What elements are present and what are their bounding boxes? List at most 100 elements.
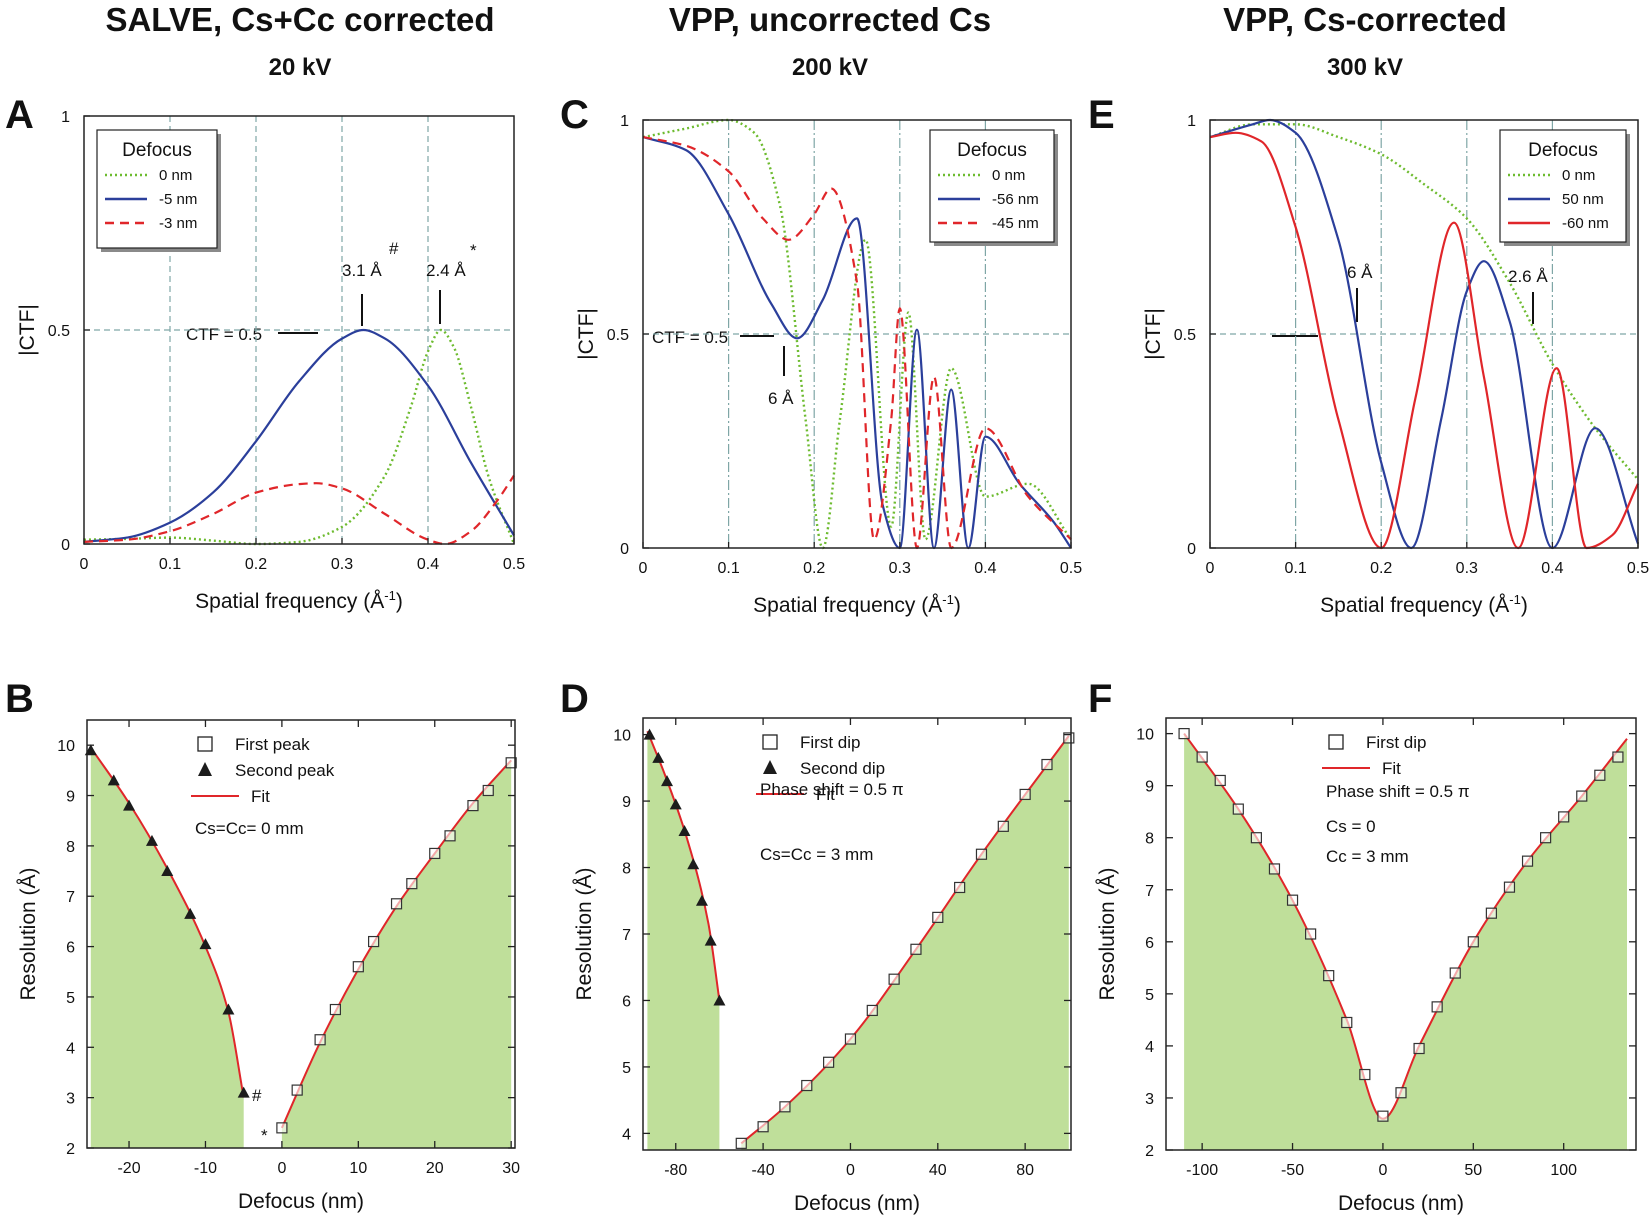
- ctf-half-label-a: CTF = 0.5: [186, 325, 262, 344]
- parameter-note-0: Cs=Cc= 0 mm: [195, 819, 304, 838]
- legend-label-0: First dip: [800, 733, 860, 752]
- resolution-chart-f: -100 -50 0 50 100 2 3 4 5 6 7 8 9 10 Defocus (nm) Resol…: [1096, 717, 1637, 1215]
- x-tick-label: -10: [194, 1160, 217, 1177]
- y-axis-label: Resolution (Å): [17, 867, 40, 1000]
- parameter-note-0: Phase shift = 0.5 π: [760, 780, 904, 799]
- y-tick-label: 9: [66, 789, 75, 806]
- legend: Defocus 0 nm -56 nm -45 nm: [929, 129, 1058, 246]
- x-tick-label: 0.3: [331, 556, 353, 573]
- legend-box: [929, 129, 1055, 243]
- data-point-square: [1214, 774, 1226, 787]
- panel-letter-f: F: [1088, 677, 1112, 721]
- y-tick-label: 2: [1145, 1143, 1154, 1160]
- resolution-chart-b: -20 -10 0 10 20 30 2 3 4 5 6 7 8 9 10 Defocus (nm) Resol…: [17, 719, 520, 1213]
- y-tick-label: 7: [1145, 883, 1154, 900]
- panel-letter-b: B: [5, 677, 34, 721]
- data-point-square: [1540, 832, 1552, 844]
- x-tick-label: 0.1: [717, 560, 739, 577]
- data-point-square: [1305, 928, 1317, 940]
- y-tick-label: 7: [622, 927, 631, 944]
- data-point-square: [932, 911, 944, 923]
- data-point-square: [1449, 967, 1461, 979]
- six-angstrom-label-e: 6 Å: [1347, 263, 1373, 282]
- plot-frame: [1165, 717, 1637, 1151]
- x-tick-label: 0.2: [1370, 560, 1392, 577]
- x-tick-label: 10: [349, 1160, 367, 1177]
- series-line-2: [83, 474, 515, 546]
- panel-c-annotations: CTF = 0.5 6 Å: [652, 328, 794, 408]
- data-point-square: [975, 848, 988, 860]
- legend-title: Defocus: [1528, 140, 1598, 161]
- legend-label-1: Second dip: [800, 759, 885, 778]
- x-tick-label: 0: [639, 560, 648, 577]
- data-point-triangle: [145, 834, 158, 846]
- data-point-square: [505, 757, 517, 769]
- y-tick-label: 9: [622, 794, 631, 811]
- data-point-square: [1250, 832, 1262, 844]
- resolution-chart-d: -80 -40 0 40 80 4 5 6 7 8 9 10 Defocus (nm) Resolutio…: [573, 717, 1075, 1215]
- x-tick-label: 0.5: [503, 556, 525, 573]
- data-point-triangle: [704, 934, 717, 946]
- y-tick-label: 2: [66, 1141, 75, 1158]
- ctf-chart-e: 0 0.1 0.2 0.3 0.4 0.5 0 0.5 1 Spatial frequency (…: [1142, 113, 1649, 617]
- column-subtitle-vpp-corrected: 300 kV: [1327, 54, 1403, 81]
- x-tick-label: 30: [502, 1160, 520, 1177]
- x-axis-label: Defocus (nm): [238, 1190, 364, 1213]
- data-point-square: [368, 935, 380, 948]
- panel-letter-c: C: [560, 93, 589, 137]
- y-tick-label: 10: [613, 728, 631, 745]
- legend-label-1: -56 nm: [992, 191, 1039, 208]
- legend-title: Defocus: [122, 140, 192, 161]
- y-axis-label: |CTF|: [16, 304, 39, 356]
- series-line-2: [642, 136, 1072, 550]
- y-tick-label: 10: [57, 738, 75, 755]
- legend-swatch-square: [1328, 734, 1344, 750]
- data-point-square: [390, 898, 403, 910]
- y-tick-label: 8: [622, 861, 631, 878]
- two-six-angstrom-label-e: 2.6 Å: [1508, 267, 1548, 286]
- x-tick-label: 0.3: [889, 560, 911, 577]
- y-axis-label: Resolution (Å): [573, 867, 596, 1000]
- data-point-triangle: [161, 865, 174, 877]
- legend: Defocus 0 nm -5 nm -3 nm: [96, 129, 221, 252]
- data-point-square: [1467, 936, 1479, 948]
- column-subtitle-salve: 20 kV: [269, 54, 332, 81]
- y-tick-label: 0.5: [1174, 327, 1196, 344]
- column-title-vpp-uncorrected: VPP, uncorrected Cs: [669, 1, 991, 38]
- y-tick-label: 8: [1145, 831, 1154, 848]
- legend-label-1: Fit: [1382, 759, 1401, 778]
- data-point-square: [1558, 811, 1570, 823]
- star-mark-a: *: [470, 241, 477, 260]
- x-tick-label: 0.1: [1284, 560, 1306, 577]
- data-point-square: [1521, 855, 1534, 867]
- data-point-square: [954, 881, 966, 894]
- panel-b-annotations: # *: [252, 1086, 268, 1145]
- legend-label-0: First peak: [235, 735, 310, 754]
- data-point-triangle: [695, 894, 708, 906]
- x-tick-label: 0.4: [974, 560, 996, 577]
- x-tick-label: -20: [117, 1160, 140, 1177]
- y-tick-label: 0: [620, 541, 629, 558]
- data-point-square: [1323, 970, 1335, 982]
- x-tick-label: -100: [1186, 1162, 1218, 1179]
- legend: First dip Second dip Fit: [756, 733, 885, 804]
- peak-label-24a: 2.4 Å: [426, 261, 466, 280]
- x-tick-label: 0.5: [1060, 560, 1082, 577]
- column-title-salve: SALVE, Cs+Cc corrected: [105, 1, 494, 38]
- y-axis-label: |CTF|: [1142, 308, 1165, 360]
- data-point-square: [352, 961, 364, 973]
- legend-box: [96, 129, 218, 249]
- data-point-square: [1359, 1068, 1371, 1081]
- data-point-square: [1612, 751, 1624, 763]
- data-point-triangle: [237, 1086, 250, 1098]
- x-tick-label: 0.3: [1456, 560, 1478, 577]
- y-tick-label: 3: [66, 1091, 75, 1108]
- legend-label-0: First dip: [1366, 733, 1426, 752]
- fill-area-0: [647, 731, 720, 1150]
- y-tick-label: 1: [620, 113, 629, 130]
- series-line-1: [642, 136, 1072, 550]
- star-mark-b: *: [261, 1126, 268, 1145]
- data-point-square: [779, 1101, 791, 1113]
- series-line-2: [1209, 131, 1639, 550]
- legend-label-0: 0 nm: [992, 167, 1025, 184]
